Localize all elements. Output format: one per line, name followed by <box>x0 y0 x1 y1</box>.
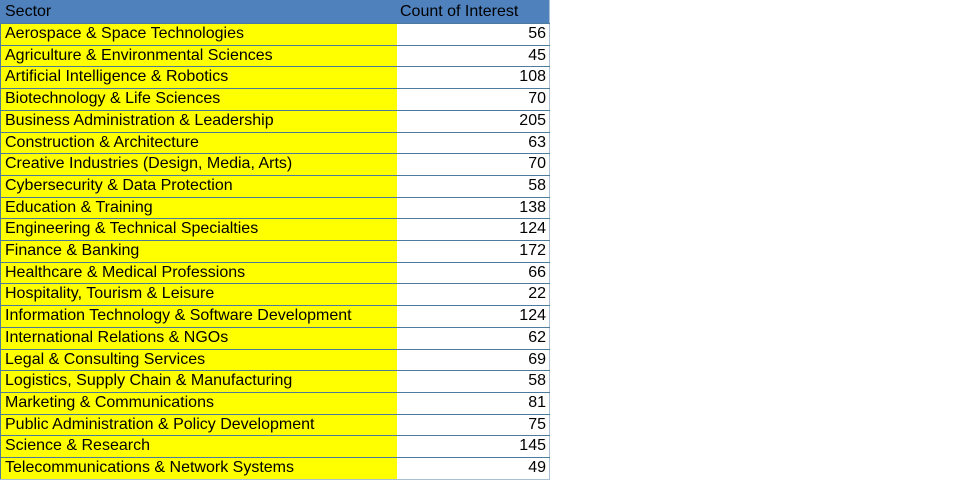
count-cell[interactable]: 62 <box>397 327 550 349</box>
table-row: Cybersecurity & Data Protection 58 <box>0 175 550 198</box>
sector-cell[interactable]: Aerospace & Space Technologies <box>0 24 397 45</box>
count-cell[interactable]: 69 <box>397 349 550 371</box>
count-cell[interactable]: 58 <box>397 175 550 197</box>
table-row: Artificial Intelligence & Robotics 108 <box>0 67 550 90</box>
column-header-count[interactable]: Count of Interest <box>397 0 550 23</box>
count-cell[interactable]: 81 <box>397 392 550 414</box>
count-cell[interactable]: 145 <box>397 436 550 458</box>
table-row: Telecommunications & Network Systems 49 <box>0 458 550 480</box>
sector-cell[interactable]: Construction & Architecture <box>0 132 397 154</box>
count-cell[interactable]: 108 <box>397 67 550 89</box>
sector-cell[interactable]: Engineering & Technical Specialties <box>0 219 397 241</box>
table-row: Biotechnology & Life Sciences 70 <box>0 89 550 111</box>
sector-cell[interactable]: Education & Training <box>0 197 397 219</box>
sector-cell[interactable]: Logistics, Supply Chain & Manufacturing <box>0 371 397 392</box>
count-cell[interactable]: 124 <box>397 219 550 241</box>
sector-interest-table: Sector Count of Interest Aerospace & Spa… <box>0 0 550 480</box>
table-row: Marketing & Communications 81 <box>0 392 550 415</box>
count-cell[interactable]: 75 <box>397 414 550 436</box>
count-cell[interactable]: 45 <box>397 45 550 67</box>
table-row: Logistics, Supply Chain & Manufacturing … <box>0 371 550 393</box>
sector-cell[interactable]: Public Administration & Policy Developme… <box>0 414 397 436</box>
table-row: Construction & Architecture 63 <box>0 132 550 155</box>
table-row: Public Administration & Policy Developme… <box>0 414 550 437</box>
count-cell[interactable]: 22 <box>397 284 550 306</box>
sector-cell[interactable]: Healthcare & Medical Professions <box>0 262 397 284</box>
sector-cell[interactable]: Legal & Consulting Services <box>0 349 397 371</box>
table-row: Hospitality, Tourism & Leisure 22 <box>0 284 550 307</box>
sector-cell[interactable]: Artificial Intelligence & Robotics <box>0 67 397 89</box>
count-cell[interactable]: 70 <box>397 89 550 110</box>
sector-cell[interactable]: Information Technology & Software Develo… <box>0 306 397 327</box>
table-row: Engineering & Technical Specialties 124 <box>0 219 550 242</box>
table-row: Agriculture & Environmental Sciences 45 <box>0 45 550 68</box>
sector-cell[interactable]: International Relations & NGOs <box>0 327 397 349</box>
sector-cell[interactable]: Marketing & Communications <box>0 392 397 414</box>
sector-cell[interactable]: Telecommunications & Network Systems <box>0 458 397 479</box>
table-row: Science & Research 145 <box>0 436 550 459</box>
count-cell[interactable]: 172 <box>397 241 550 262</box>
table-row: Aerospace & Space Technologies 56 <box>0 24 550 46</box>
table-row: International Relations & NGOs 62 <box>0 327 550 350</box>
count-cell[interactable]: 66 <box>397 262 550 284</box>
table-row: Healthcare & Medical Professions 66 <box>0 262 550 285</box>
sector-cell[interactable]: Biotechnology & Life Sciences <box>0 89 397 110</box>
sector-cell[interactable]: Cybersecurity & Data Protection <box>0 175 397 197</box>
sector-cell[interactable]: Science & Research <box>0 436 397 458</box>
sector-cell[interactable]: Creative Industries (Design, Media, Arts… <box>0 154 397 175</box>
sector-cell[interactable]: Finance & Banking <box>0 241 397 262</box>
count-cell[interactable]: 205 <box>397 110 550 132</box>
count-cell[interactable]: 124 <box>397 306 550 327</box>
count-cell[interactable]: 63 <box>397 132 550 154</box>
count-cell[interactable]: 49 <box>397 458 550 479</box>
table-header-row: Sector Count of Interest <box>0 0 550 24</box>
count-cell[interactable]: 58 <box>397 371 550 392</box>
count-cell[interactable]: 138 <box>397 197 550 219</box>
column-header-sector[interactable]: Sector <box>5 3 52 20</box>
sector-cell[interactable]: Hospitality, Tourism & Leisure <box>0 284 397 306</box>
table-row: Creative Industries (Design, Media, Arts… <box>0 154 550 176</box>
table-row: Legal & Consulting Services 69 <box>0 349 550 372</box>
table-row: Business Administration & Leadership 205 <box>0 110 550 133</box>
table-row: Education & Training 138 <box>0 197 550 220</box>
table-row: Finance & Banking 172 <box>0 241 550 263</box>
table-body: Aerospace & Space Technologies 56 Agricu… <box>0 24 550 480</box>
count-cell[interactable]: 70 <box>397 154 550 175</box>
sector-cell[interactable]: Business Administration & Leadership <box>0 110 397 132</box>
count-cell[interactable]: 56 <box>397 24 550 45</box>
table-row: Information Technology & Software Develo… <box>0 306 550 328</box>
sector-cell[interactable]: Agriculture & Environmental Sciences <box>0 45 397 67</box>
